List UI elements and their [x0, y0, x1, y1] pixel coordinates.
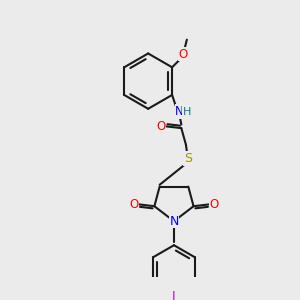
Text: O: O	[178, 48, 188, 61]
Text: H: H	[183, 106, 191, 116]
Text: I: I	[172, 290, 176, 300]
Text: O: O	[156, 120, 166, 133]
Text: O: O	[209, 198, 218, 211]
Text: N: N	[169, 215, 179, 228]
Text: S: S	[184, 152, 192, 165]
Text: N: N	[175, 105, 184, 118]
Text: O: O	[130, 198, 139, 211]
